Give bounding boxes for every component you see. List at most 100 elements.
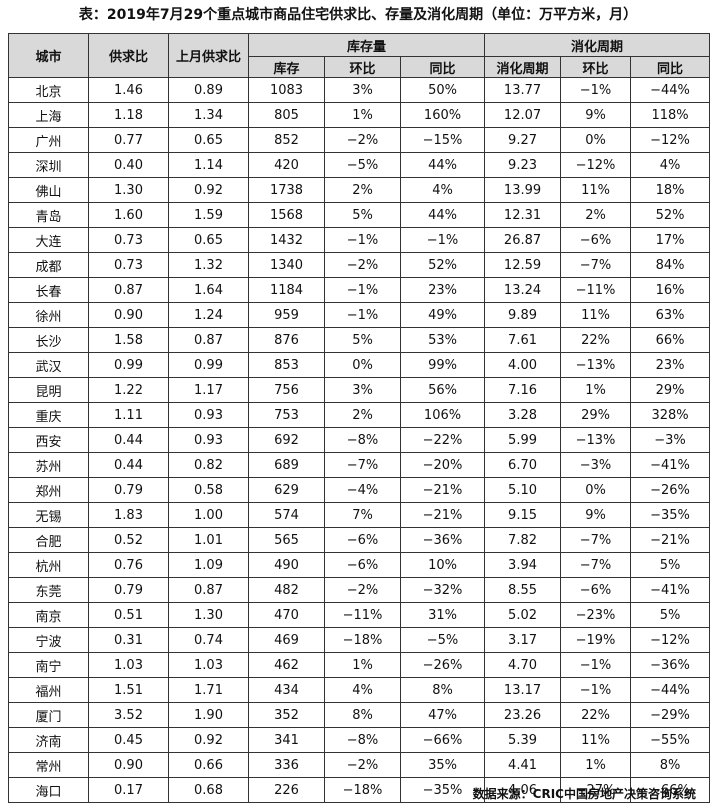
cell-absorption-period: 4.70 <box>484 652 562 678</box>
cell-absorption-mom: −6% <box>560 577 632 603</box>
cell-absorption-yoy: −55% <box>630 727 711 753</box>
table-row: 南宁 1.03 1.03 462 1% −26% 4.70 −1% −36% <box>8 652 711 678</box>
cell-absorption-mom: −3% <box>560 452 632 478</box>
cell-city: 深圳 <box>8 152 89 178</box>
cell-inventory-yoy: 31% <box>399 602 486 628</box>
cell-inventory: 753 <box>248 402 325 428</box>
cell-absorption-period: 13.17 <box>484 677 562 703</box>
cell-inventory-mom: −8% <box>324 727 401 753</box>
cell-absorption-yoy: 63% <box>630 302 711 328</box>
cell-inventory-mom: −2% <box>324 577 401 603</box>
table-row: 成都 0.73 1.32 1340 −2% 52% 12.59 −7% 84% <box>8 252 711 278</box>
cell-supply-demand-ratio: 3.52 <box>88 702 169 728</box>
header-city: 城市 <box>8 33 89 78</box>
cell-inventory-mom: −8% <box>324 427 401 453</box>
cell-inventory-yoy: 4% <box>399 177 486 203</box>
cell-absorption-period: 12.59 <box>484 252 562 278</box>
cell-absorption-mom: 1% <box>560 377 632 403</box>
cell-inventory-mom: 4% <box>324 677 401 703</box>
cell-inventory: 470 <box>248 602 325 628</box>
cell-city: 苏州 <box>8 452 89 478</box>
cell-absorption-yoy: 4% <box>630 152 711 178</box>
cell-absorption-mom: −13% <box>560 352 632 378</box>
cell-inventory-yoy: −15% <box>399 127 486 153</box>
city-housing-table: 城市 供求比 上月供求比 库存量 消化周期 库存 环比 同比 消化周期 环比 同… <box>8 33 711 803</box>
cell-absorption-yoy: −3% <box>630 427 711 453</box>
cell-inventory-yoy: −21% <box>399 477 486 503</box>
cell-city: 成都 <box>8 252 89 278</box>
cell-city: 佛山 <box>8 177 89 203</box>
table-row: 深圳 0.40 1.14 420 −5% 44% 9.23 −12% 4% <box>8 152 711 178</box>
cell-inventory-mom: 3% <box>324 77 401 103</box>
cell-absorption-yoy: −44% <box>630 77 711 103</box>
table-row: 昆明 1.22 1.17 756 3% 56% 7.16 1% 29% <box>8 377 711 403</box>
cell-prev-month-ratio: 1.34 <box>168 102 249 128</box>
cell-absorption-mom: −1% <box>560 77 632 103</box>
cell-inventory-mom: −6% <box>324 552 401 578</box>
cell-absorption-period: 3.17 <box>484 627 562 653</box>
table-row: 福州 1.51 1.71 434 4% 8% 13.17 −1% −44% <box>8 677 711 703</box>
cell-city: 常州 <box>8 752 89 778</box>
cell-inventory: 692 <box>248 427 325 453</box>
cell-absorption-mom: 22% <box>560 327 632 353</box>
cell-prev-month-ratio: 0.87 <box>168 327 249 353</box>
cell-inventory-yoy: −20% <box>399 452 486 478</box>
cell-city: 北京 <box>8 77 89 103</box>
cell-supply-demand-ratio: 0.79 <box>88 477 169 503</box>
cell-city: 广州 <box>8 127 89 153</box>
cell-absorption-mom: 2% <box>560 202 632 228</box>
table-row: 海口 0.17 0.68 226 −18% −35% 4.06 −27% −66% <box>8 777 711 803</box>
cell-absorption-period: 7.82 <box>484 527 562 553</box>
table-row: 北京 1.46 0.89 1083 3% 50% 13.77 −1% −44% <box>8 77 711 103</box>
cell-prev-month-ratio: 0.87 <box>168 577 249 603</box>
cell-inventory-yoy: 10% <box>399 552 486 578</box>
cell-absorption-yoy: 5% <box>630 602 711 628</box>
cell-absorption-period: 4.41 <box>484 752 562 778</box>
cell-absorption-mom: −6% <box>560 227 632 253</box>
cell-inventory-mom: 5% <box>324 202 401 228</box>
cell-absorption-mom: −12% <box>560 152 632 178</box>
cell-supply-demand-ratio: 1.51 <box>88 677 169 703</box>
cell-city: 杭州 <box>8 552 89 578</box>
cell-inventory-mom: 7% <box>324 502 401 528</box>
cell-prev-month-ratio: 0.82 <box>168 452 249 478</box>
cell-absorption-mom: 11% <box>560 177 632 203</box>
cell-prev-month-ratio: 1.59 <box>168 202 249 228</box>
cell-supply-demand-ratio: 1.22 <box>88 377 169 403</box>
cell-city: 南京 <box>8 602 89 628</box>
cell-city: 福州 <box>8 677 89 703</box>
table-row: 合肥 0.52 1.01 565 −6% −36% 7.82 −7% −21% <box>8 527 711 553</box>
cell-absorption-mom: −7% <box>560 527 632 553</box>
cell-absorption-yoy: −36% <box>630 652 711 678</box>
cell-prev-month-ratio: 1.00 <box>168 502 249 528</box>
cell-inventory: 853 <box>248 352 325 378</box>
cell-inventory: 420 <box>248 152 325 178</box>
cell-supply-demand-ratio: 1.11 <box>88 402 169 428</box>
cell-inventory-yoy: 23% <box>399 277 486 303</box>
table-row: 长沙 1.58 0.87 876 5% 53% 7.61 22% 66% <box>8 327 711 353</box>
cell-city: 东莞 <box>8 577 89 603</box>
cell-city: 无锡 <box>8 502 89 528</box>
cell-supply-demand-ratio: 0.99 <box>88 352 169 378</box>
cell-inventory: 352 <box>248 702 325 728</box>
header-inventory-yoy: 同比 <box>399 56 486 78</box>
cell-inventory: 226 <box>248 777 325 803</box>
cell-inventory: 1184 <box>248 277 325 303</box>
cell-absorption-period: 5.39 <box>484 727 562 753</box>
cell-absorption-yoy: −12% <box>630 627 711 653</box>
cell-absorption-period: 7.61 <box>484 327 562 353</box>
table-row: 杭州 0.76 1.09 490 −6% 10% 3.94 −7% 5% <box>8 552 711 578</box>
cell-supply-demand-ratio: 0.52 <box>88 527 169 553</box>
cell-inventory-yoy: 49% <box>399 302 486 328</box>
cell-supply-demand-ratio: 1.83 <box>88 502 169 528</box>
header-prev-month-ratio: 上月供求比 <box>168 33 249 78</box>
cell-inventory: 574 <box>248 502 325 528</box>
cell-prev-month-ratio: 1.24 <box>168 302 249 328</box>
cell-inventory-mom: 1% <box>324 102 401 128</box>
cell-absorption-yoy: 23% <box>630 352 711 378</box>
header-absorption-mom: 环比 <box>560 56 632 78</box>
table-row: 苏州 0.44 0.82 689 −7% −20% 6.70 −3% −41% <box>8 452 711 478</box>
cell-absorption-period: 5.02 <box>484 602 562 628</box>
cell-absorption-yoy: −12% <box>630 127 711 153</box>
cell-prev-month-ratio: 0.92 <box>168 177 249 203</box>
